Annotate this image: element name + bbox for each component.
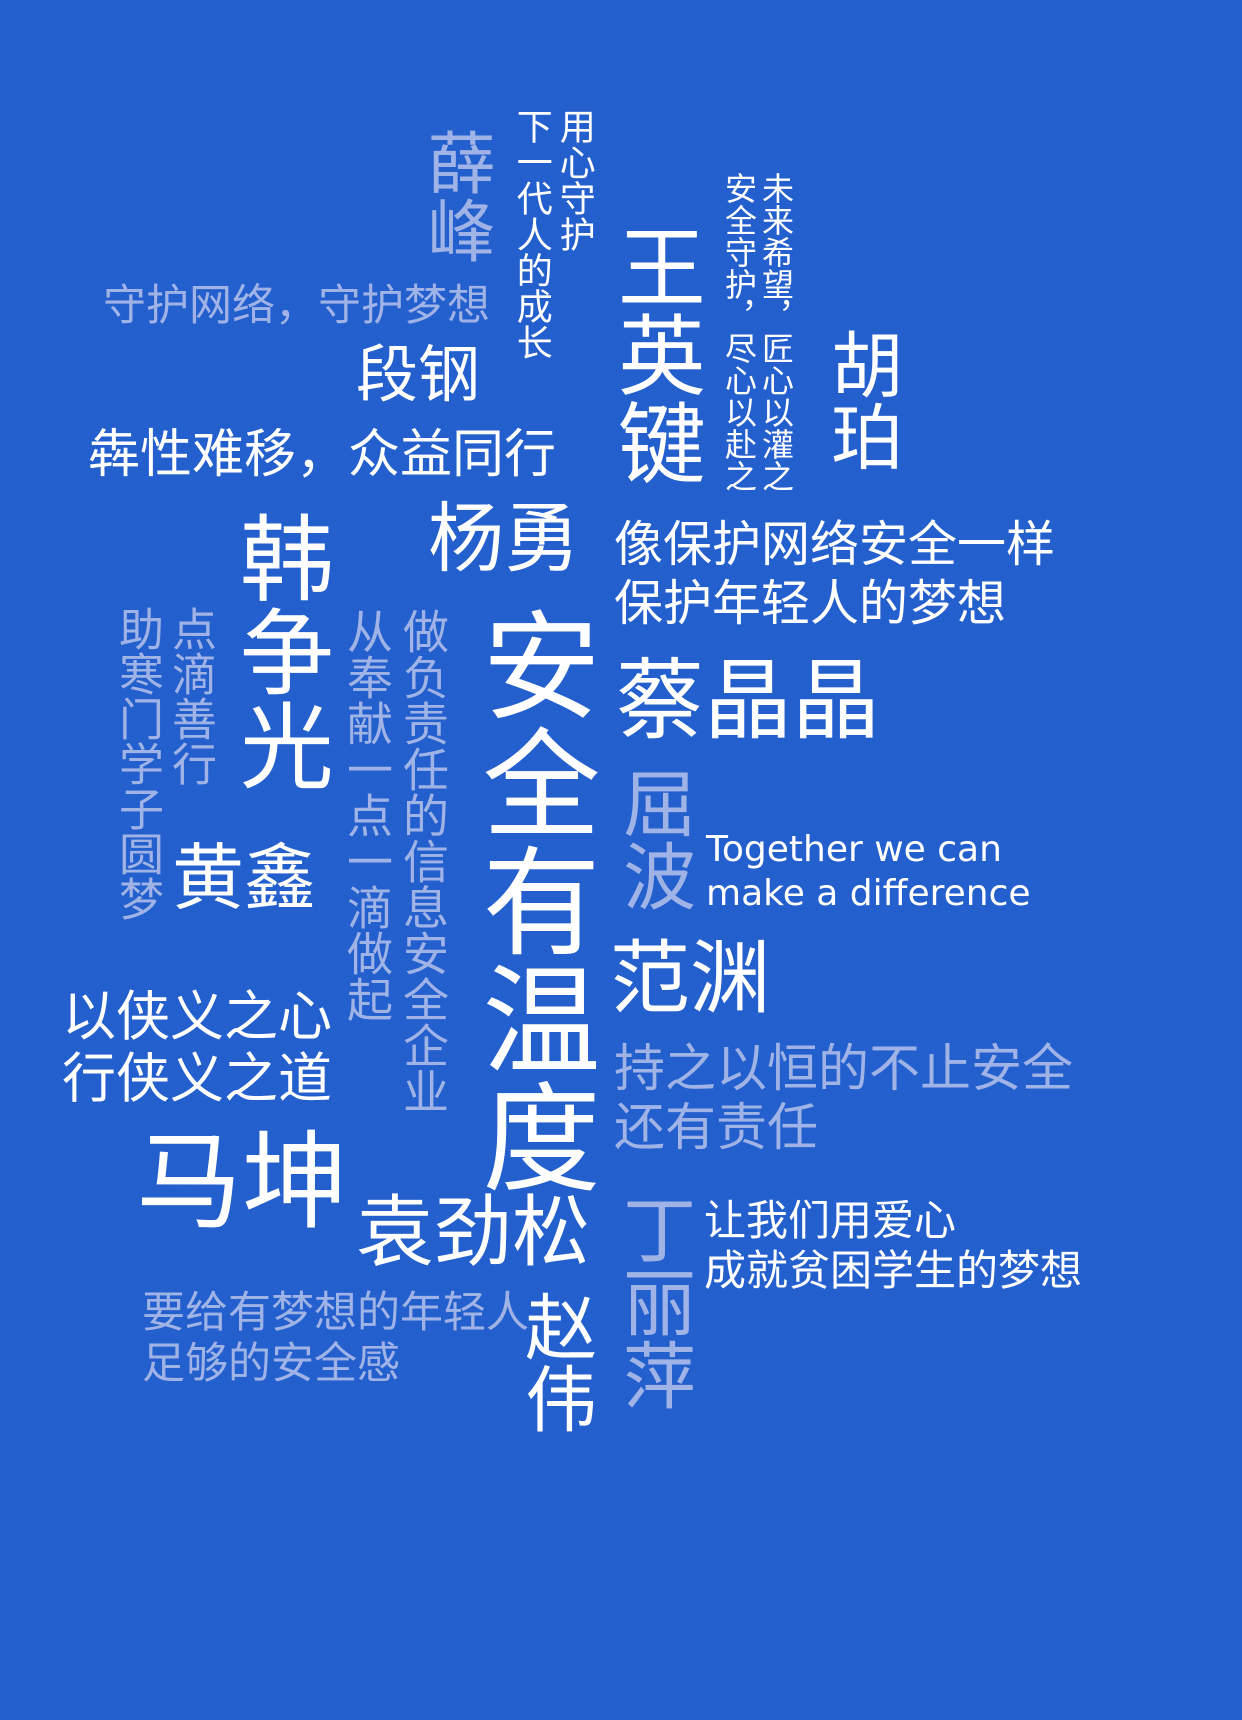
name-ding-liping: 丁丽萍 (610, 1192, 696, 1411)
quote-dianti-line2: 助寒门学子圆梦 (111, 606, 164, 921)
quote-xiayi-line1: 以侠义之心 (62, 985, 332, 1048)
quote-rang: 让我们用爱心 成就贫困学生的梦想 (704, 1196, 1082, 1297)
english-slogan-line1: Together we can (706, 829, 1002, 870)
quote-xiayi-line2: 行侠义之道 (62, 1046, 332, 1110)
quote-xiang-line2: 保护年轻人的梦想 (614, 574, 1007, 632)
english-slogan: Together we can make a difference (706, 828, 1031, 916)
name-wang-yingjian: 王英键 (603, 222, 707, 486)
quote-rang-line2: 成就贫困学生的梦想 (704, 1246, 1083, 1296)
quote-zuo: 做负责任的信息安全企业 (396, 608, 450, 1114)
name-cai-jingjing: 蔡晶晶 (616, 649, 881, 752)
name-huang-xin: 黄鑫 (172, 836, 317, 920)
quote-chizhi-line1: 持之以恒的不止安全 (614, 1040, 1074, 1099)
quote-yaogei-line2: 足够的安全感 (142, 1338, 400, 1389)
name-duan-gang: 段钢 (356, 338, 481, 411)
quote-bingxing: 犇性难移，众益同行 (88, 425, 557, 485)
quote-yongxin-line1: 用心守护 (553, 108, 595, 252)
name-qu-bo: 屈波 (610, 766, 696, 912)
quote-chizhi-line2: 还有责任 (614, 1099, 819, 1159)
quote-cong: 从奉献一点一滴做起 (340, 608, 394, 1022)
quote-xiayi: 以侠义之心 行侠义之道 (62, 986, 332, 1109)
quote-weilai-line1: 未来希望，匠心以灌之 (757, 172, 795, 492)
name-yang-yong: 杨勇 (428, 494, 580, 583)
name-ma-kun: 马坤 (136, 1121, 348, 1244)
name-yuan-jinsong: 袁劲松 (356, 1188, 591, 1278)
name-xue-feng: 薛峰 (415, 128, 494, 264)
quote-weilai-line2: 安全守护，尽心以赴之 (720, 172, 758, 492)
name-han-zhengguang: 韩争光 (223, 510, 333, 792)
name-hu-po: 胡珀 (818, 328, 903, 472)
name-fan-yuan: 范渊 (610, 932, 770, 1025)
quote-rang-line1: 让我们用爱心 (704, 1196, 957, 1245)
name-zhao-wei: 赵伟 (512, 1290, 597, 1434)
quote-dianti-line1: 点滴善行 (164, 606, 217, 786)
headline: 安全有温度 (462, 605, 600, 1195)
quote-shouhu: 守护网络，守护梦想 (103, 281, 490, 331)
quote-yongxin-line2: 下一代人的成长 (510, 108, 552, 360)
quote-xiang: 像保护网络安全一样 保护年轻人的梦想 (614, 516, 1055, 634)
quote-yaogei: 要给有梦想的年轻人 足够的安全感 (142, 1288, 529, 1389)
quote-yaogei-line1: 要给有梦想的年轻人 (142, 1288, 529, 1338)
quote-xiang-line1: 像保护网络安全一样 (614, 516, 1056, 573)
quote-chizhi: 持之以恒的不止安全 还有责任 (614, 1040, 1073, 1158)
english-slogan-line2: make a difference (706, 872, 1031, 914)
